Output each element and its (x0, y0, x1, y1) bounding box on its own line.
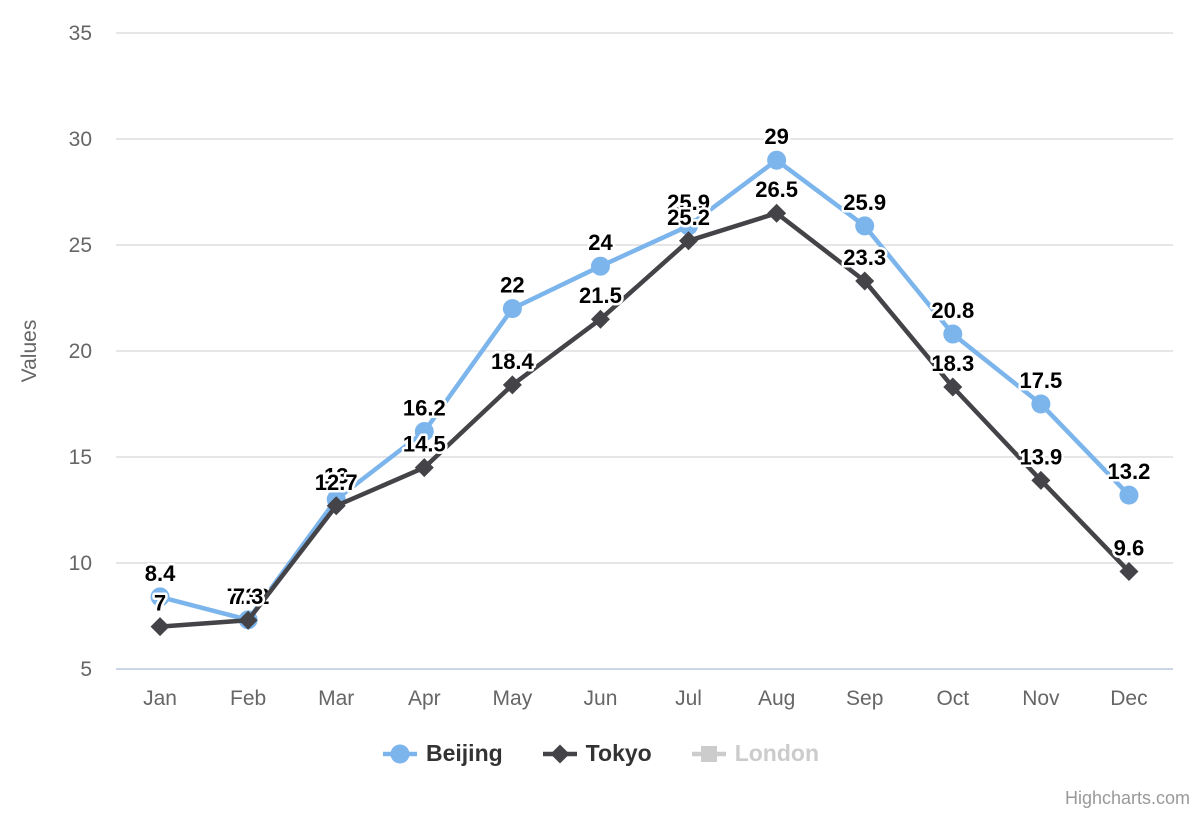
x-tick-label: Jun (584, 687, 618, 710)
x-tick-label: Mar (318, 687, 354, 710)
data-label-tokyo: 7.3 (233, 584, 264, 609)
point-marker-tokyo[interactable] (1119, 561, 1139, 581)
x-tick-label: Jul (675, 687, 702, 710)
y-tick-label: 30 (69, 128, 92, 151)
data-label-beijing: 24 (588, 230, 613, 255)
point-marker-beijing[interactable] (150, 587, 170, 607)
series-line-tokyo[interactable] (157, 210, 1132, 629)
y-tick-label: 5 (80, 658, 92, 681)
point-marker-beijing[interactable] (767, 150, 787, 170)
point-marker-beijing[interactable] (502, 299, 522, 319)
point-marker-tokyo[interactable] (502, 375, 522, 395)
x-tick-label: Dec (1110, 687, 1147, 710)
legend: Beijing Tokyo London (0, 740, 1202, 767)
legend-item-london[interactable]: London (691, 740, 819, 767)
point-marker-beijing[interactable] (855, 216, 875, 236)
data-label-tokyo: 18.3 (931, 351, 974, 376)
y-tick-label: 20 (69, 340, 92, 363)
point-marker-tokyo[interactable] (590, 309, 610, 329)
data-label-tokyo: 26.5 (755, 177, 798, 202)
data-label-beijing: 8.4 (145, 561, 176, 586)
point-marker-beijing[interactable] (1031, 394, 1051, 414)
point-marker-tokyo[interactable] (238, 610, 258, 630)
data-label-tokyo: 21.5 (579, 283, 622, 308)
point-marker-tokyo[interactable] (1031, 470, 1051, 490)
point-marker-tokyo[interactable] (414, 458, 434, 478)
x-tick-label: Apr (408, 687, 441, 710)
data-label-tokyo: 14.5 (403, 432, 446, 457)
y-tick-label: 25 (69, 234, 92, 257)
x-tick-label: Feb (230, 687, 266, 710)
data-label-beijing: 22 (500, 273, 524, 298)
x-tick-label: Oct (936, 687, 969, 710)
data-label-tokyo: 23.3 (843, 245, 886, 270)
point-marker-beijing[interactable] (1119, 485, 1139, 505)
x-tick-label: May (493, 687, 533, 710)
x-tick-label: Jan (143, 687, 177, 710)
point-marker-tokyo[interactable] (767, 203, 787, 223)
data-label-beijing: 13 (324, 463, 348, 488)
data-label-beijing: 20.8 (931, 298, 974, 323)
legend-label-tokyo: Tokyo (585, 740, 652, 766)
data-label-beijing: 25.9 (667, 190, 710, 215)
data-label-beijing: 17.5 (1019, 368, 1062, 393)
data-label-beijing: 25.9 (843, 190, 886, 215)
y-tick-label: 35 (69, 22, 92, 45)
point-marker-tokyo[interactable] (943, 377, 963, 397)
y-tick-label: 15 (69, 446, 92, 469)
data-label-tokyo: 25.2 (667, 205, 710, 230)
point-marker-beijing[interactable] (414, 422, 434, 442)
point-marker-tokyo[interactable] (326, 496, 346, 516)
point-marker-tokyo[interactable] (679, 231, 699, 251)
point-marker-beijing[interactable] (679, 216, 699, 236)
beijing-series-marker-icon (383, 743, 417, 765)
y-tick-label: 10 (69, 552, 92, 575)
y-axis-title: Values (18, 320, 41, 383)
point-marker-tokyo[interactable] (150, 617, 170, 637)
data-label-tokyo: 9.6 (1114, 535, 1145, 560)
x-tick-label: Sep (846, 687, 883, 710)
london-series-marker-icon (691, 743, 726, 765)
data-label-beijing: 13.2 (1108, 459, 1151, 484)
x-tick-label: Nov (1022, 687, 1060, 710)
point-marker-tokyo[interactable] (855, 271, 875, 291)
data-label-beijing: 16.2 (403, 396, 446, 421)
point-marker-beijing[interactable] (590, 256, 610, 276)
data-label-tokyo: 12.7 (315, 470, 358, 495)
data-label-beijing: 29 (764, 124, 788, 149)
x-tick-label: Aug (758, 687, 795, 710)
highcharts-credit[interactable]: Highcharts.com (1064, 788, 1190, 808)
data-label-tokyo: 13.9 (1019, 444, 1062, 469)
data-label-tokyo: 18.4 (491, 349, 535, 374)
data-label-tokyo: 7 (154, 591, 166, 616)
legend-label-london: London (734, 740, 819, 766)
series-line-beijing[interactable] (157, 157, 1132, 623)
legend-item-tokyo[interactable]: Tokyo (542, 740, 652, 767)
point-marker-beijing[interactable] (943, 324, 963, 344)
legend-label-beijing: Beijing (426, 740, 503, 766)
legend-item-beijing[interactable]: Beijing (383, 740, 503, 767)
tokyo-series-marker-icon (542, 743, 577, 765)
